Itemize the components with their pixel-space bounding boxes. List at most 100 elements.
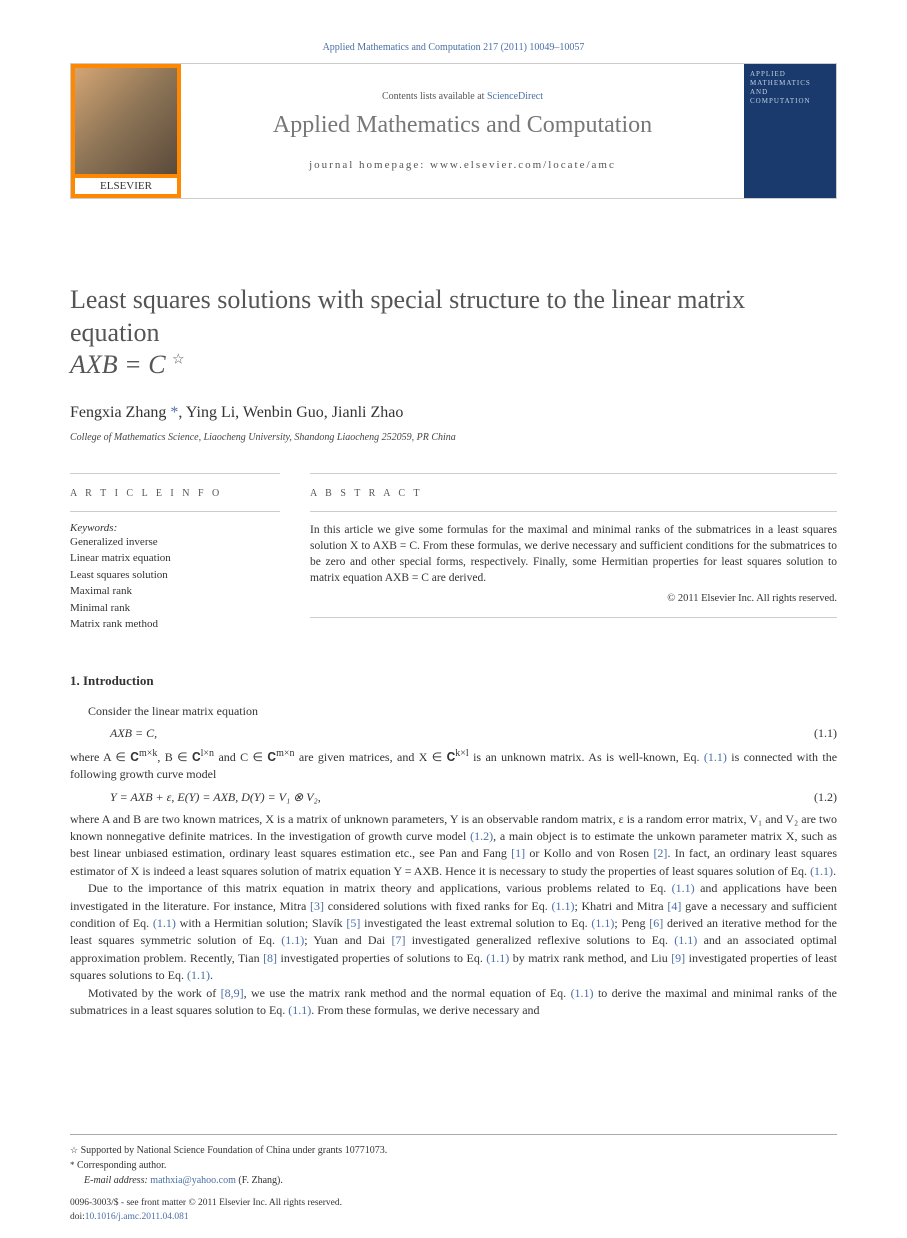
header-citation: Applied Mathematics and Computation 217 …	[0, 0, 907, 63]
funding-footnote: ☆ Supported by National Science Foundati…	[70, 1143, 837, 1158]
cite-link[interactable]: [9]	[671, 951, 685, 965]
t: is an unknown matrix. As is well-known, …	[469, 750, 704, 764]
para-2: where A ∈ 𝐂m×k, B ∈ 𝐂l×n and C ∈ 𝐂m×n ar…	[70, 747, 837, 784]
masthead-center: Contents lists available at ScienceDirec…	[181, 64, 744, 198]
eq-ref-link[interactable]: (1.1)	[810, 864, 833, 878]
equation-1-2: Y = AXB + ε, E(Y) = AXB, D(Y) = V₁ ⊗ V₂,…	[70, 790, 837, 805]
contents-prefix: Contents lists available at	[382, 91, 487, 102]
t: . From these formulas, we derive necessa…	[311, 1003, 539, 1017]
article-info-heading: A R T I C L E I N F O	[70, 473, 280, 499]
t: .	[210, 968, 213, 982]
cite-link[interactable]: [7]	[392, 933, 406, 947]
email-footnote: E-mail address: mathxia@yahoo.com (F. Zh…	[70, 1173, 837, 1188]
bottom-bar: 0096-3003/$ - see front matter © 2011 El…	[70, 1197, 837, 1224]
journal-homepage: journal homepage: www.elsevier.com/locat…	[309, 159, 616, 171]
eq-ref-link[interactable]: (1.1)	[288, 1003, 311, 1017]
cite-link[interactable]: [2]	[653, 846, 667, 860]
t: and C ∈ 𝐂	[214, 750, 276, 764]
corresponding-footnote: * Corresponding author.	[70, 1158, 837, 1173]
eq-ref-link[interactable]: (1.1)	[672, 881, 695, 895]
asterisk-icon: *	[70, 1160, 75, 1170]
affiliation: College of Mathematics Science, Liaochen…	[70, 432, 837, 443]
t: by matrix rank method, and Liu	[509, 951, 671, 965]
t: investigated the least extremal solution…	[360, 916, 591, 930]
eq-ref-link[interactable]: (1.2)	[470, 829, 493, 843]
eq-ref-link[interactable]: (1.1)	[591, 916, 614, 930]
eq-ref-link[interactable]: (1.1)	[486, 951, 509, 965]
equation-content: AXB = C,	[70, 726, 814, 741]
equation-number: (1.1)	[814, 726, 837, 741]
elsevier-tree-logo	[75, 68, 177, 174]
equation-content: Y = AXB + ε, E(Y) = AXB, D(Y) = V₁ ⊗ V₂,	[70, 790, 814, 805]
cover-text-2: MATHEMATICS	[750, 79, 830, 88]
eq-ref-link[interactable]: (1.1)	[281, 933, 304, 947]
introduction-section: 1. Introduction Consider the linear matr…	[70, 673, 837, 1020]
abstract-column: A B S T R A C T In this article we give …	[310, 473, 837, 633]
keyword-item: Linear matrix equation	[70, 550, 280, 567]
title-line-1: Least squares solutions with special str…	[70, 285, 745, 347]
journal-cover-thumb: APPLIED MATHEMATICS AND COMPUTATION	[744, 64, 836, 198]
para-1: Consider the linear matrix equation	[70, 703, 837, 720]
funding-text: Supported by National Science Foundation…	[81, 1145, 388, 1156]
cite-link[interactable]: [1]	[511, 846, 525, 860]
star-icon: ☆	[70, 1145, 78, 1155]
keywords-list: Generalized inverse Linear matrix equati…	[70, 534, 280, 633]
eq-ref-link[interactable]: (1.1)	[551, 899, 574, 913]
email-name: (F. Zhang).	[236, 1175, 283, 1186]
doi-line: doi:10.1016/j.amc.2011.04.081	[70, 1211, 837, 1224]
cite-link[interactable]: [3]	[310, 899, 324, 913]
sup: m×n	[276, 748, 294, 759]
t: , we use the matrix rank method and the …	[244, 986, 571, 1000]
para-4: Due to the importance of this matrix equ…	[70, 880, 837, 984]
keywords-label: Keywords:	[70, 511, 280, 534]
cite-link[interactable]: [8,9]	[221, 986, 244, 1000]
equation-1-1: AXB = C, (1.1)	[70, 726, 837, 741]
t: ; Khatri and Mitra	[574, 899, 667, 913]
keyword-item: Minimal rank	[70, 600, 280, 617]
t: Motivated by the work of	[88, 986, 221, 1000]
sup: k×l	[455, 748, 468, 759]
cite-link[interactable]: [8]	[263, 951, 277, 965]
t: ; Yuan and Dai	[304, 933, 391, 947]
para-3: where A and B are two known matrices, X …	[70, 811, 837, 881]
doi-label: doi:	[70, 1212, 85, 1222]
cite-link[interactable]: [4]	[667, 899, 681, 913]
doi-link[interactable]: 10.1016/j.amc.2011.04.081	[85, 1212, 189, 1222]
publisher-name: ELSEVIER	[75, 178, 177, 194]
t: are given matrices, and X ∈ 𝐂	[294, 750, 455, 764]
t: investigated generalized reflexive solut…	[406, 933, 675, 947]
abstract-text: In this article we give some formulas fo…	[310, 511, 837, 618]
t: considered solutions with fixed ranks fo…	[324, 899, 551, 913]
funding-star-icon: ☆	[172, 352, 185, 367]
section-heading-1: 1. Introduction	[70, 673, 837, 689]
journal-name: Applied Mathematics and Computation	[273, 112, 652, 139]
eq-ref-link[interactable]: (1.1)	[153, 916, 176, 930]
cite-link[interactable]: [6]	[649, 916, 663, 930]
eq-ref-link[interactable]: (1.1)	[674, 933, 697, 947]
eq-ref-link[interactable]: (1.1)	[571, 986, 594, 1000]
t: , B ∈ 𝐂	[157, 750, 200, 764]
t: ; Peng	[614, 916, 649, 930]
authors-line: Fengxia Zhang *, Ying Li, Wenbin Guo, Ji…	[70, 404, 837, 422]
sup: l×n	[201, 748, 214, 759]
eq-ref-link[interactable]: (1.1)	[187, 968, 210, 982]
contents-line: Contents lists available at ScienceDirec…	[382, 91, 543, 102]
article-info-column: A R T I C L E I N F O Keywords: Generali…	[70, 473, 280, 633]
cover-text-4: COMPUTATION	[750, 97, 830, 106]
title-line-2: AXB = C	[70, 350, 166, 379]
t: where A ∈ 𝐂	[70, 750, 139, 764]
t: or Kollo and von Rosen	[525, 846, 653, 860]
abstract-copyright: © 2011 Elsevier Inc. All rights reserved…	[310, 592, 837, 607]
abstract-body: In this article we give some formulas fo…	[310, 524, 837, 584]
cover-text-3: AND	[750, 88, 830, 97]
authors-rest: , Ying Li, Wenbin Guo, Jianli Zhao	[178, 404, 403, 421]
cite-link[interactable]: [5]	[346, 916, 360, 930]
eq-ref-link[interactable]: (1.1)	[704, 750, 727, 764]
sciencedirect-link[interactable]: ScienceDirect	[487, 91, 543, 102]
masthead: ELSEVIER Contents lists available at Sci…	[70, 63, 837, 199]
keyword-item: Matrix rank method	[70, 616, 280, 633]
sup: m×k	[139, 748, 157, 759]
corr-text: Corresponding author.	[77, 1160, 166, 1171]
email-link[interactable]: mathxia@yahoo.com	[150, 1175, 236, 1186]
t: investigated properties of solutions to …	[277, 951, 486, 965]
